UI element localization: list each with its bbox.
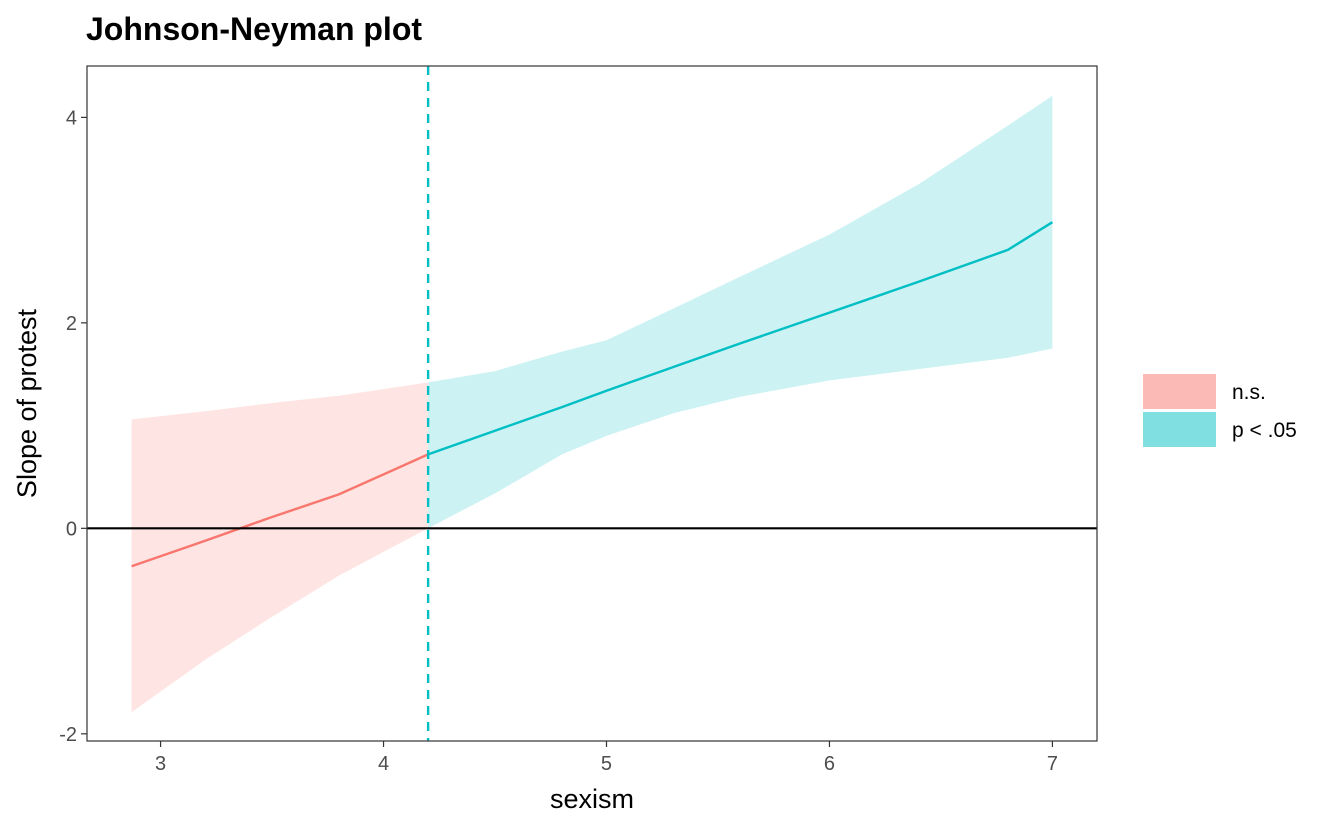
- chart-title: Johnson-Neyman plot: [86, 11, 422, 47]
- legend-label-0: n.s.: [1232, 381, 1266, 404]
- confidence-band-0: [131, 382, 429, 713]
- reference-lines: [87, 66, 1097, 741]
- series-line-0: [131, 453, 429, 568]
- legend-key-0: [1143, 374, 1216, 409]
- y-tick-label: 2: [66, 313, 77, 335]
- y-tick-label: 0: [66, 518, 77, 540]
- legend-label-1: p < .05: [1232, 419, 1297, 442]
- y-axis: -2 0 2 4: [59, 107, 87, 746]
- panel-border: [86, 65, 1098, 742]
- x-tick-label: 5: [601, 753, 612, 775]
- x-tick-label: 6: [824, 753, 835, 775]
- x-tick-label: 3: [155, 753, 166, 775]
- legend-key-1: [1143, 412, 1216, 447]
- y-tick-label: -2: [59, 724, 77, 746]
- x-tick-label: 4: [378, 753, 389, 775]
- x-axis-title: sexism: [550, 784, 634, 814]
- confidence-bands: [131, 95, 1053, 713]
- y-axis-title: Slope of protest: [12, 308, 42, 498]
- confidence-band-1: [428, 95, 1053, 529]
- legend: n.s. p < .05: [1143, 374, 1297, 447]
- x-axis: 3 4 5 6 7: [155, 741, 1058, 775]
- series-lines: [131, 221, 1054, 568]
- x-tick-label: 7: [1047, 753, 1058, 775]
- y-tick-label: 4: [66, 107, 77, 129]
- series-line-1: [427, 221, 1054, 456]
